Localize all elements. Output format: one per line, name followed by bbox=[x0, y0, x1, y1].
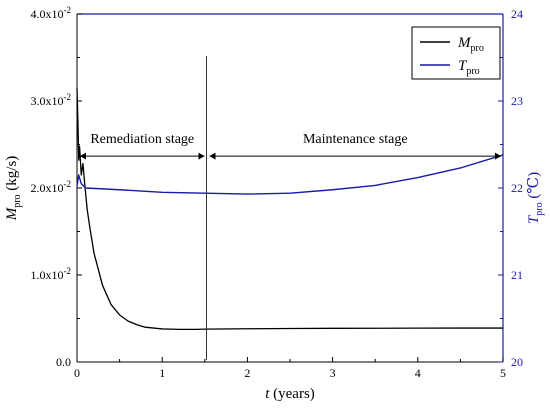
arrow-head bbox=[80, 152, 86, 160]
x-tick-label: 5 bbox=[500, 366, 506, 380]
arrow-head bbox=[198, 152, 205, 160]
maintenance-annotation: Maintenance stage bbox=[209, 132, 501, 160]
x-tick-label: 0 bbox=[74, 366, 80, 380]
legend-label: Tpro bbox=[458, 58, 480, 77]
x-tick-label: 2 bbox=[244, 366, 250, 380]
x-tick-label: 4 bbox=[415, 366, 421, 380]
annotation-label: Maintenance stage bbox=[303, 132, 408, 147]
legend-label: Mpro bbox=[457, 35, 484, 54]
y-left-axis-title: Mpro (kg/s) bbox=[4, 156, 23, 222]
y-right-tick-label: 23 bbox=[511, 94, 523, 108]
legend-box bbox=[411, 26, 501, 80]
annotation-label: Remediation stage bbox=[90, 132, 194, 147]
series-layer bbox=[76, 87, 504, 331]
x-tick-label: 3 bbox=[330, 366, 336, 380]
y-left-tick-label: 4.0x10-2 bbox=[31, 5, 72, 21]
y-right-tick-label: 21 bbox=[511, 268, 523, 282]
y-left-tick-label: 0.0 bbox=[56, 355, 71, 369]
arrow-head bbox=[495, 152, 501, 160]
x-tick-label: 1 bbox=[159, 366, 165, 380]
series-line-t-pro bbox=[76, 154, 504, 195]
arrow-head bbox=[209, 152, 216, 160]
annotation-layer: Remediation stage Maintenance stage bbox=[80, 56, 501, 360]
y-left-tick-label: 2.0x10-2 bbox=[31, 179, 72, 195]
y-right-tick-label: 22 bbox=[511, 181, 523, 195]
y-left-tick-label: 1.0x10-2 bbox=[31, 266, 72, 282]
y-left-tick-label: 3.0x10-2 bbox=[31, 92, 72, 108]
axes-layer: 0 1 2 3 4 50.01.0x10-22.0x10-23.0x10-24.0x10-… bbox=[4, 5, 545, 402]
x-axis-title: t (years) bbox=[265, 386, 315, 402]
y-right-tick-label: 20 bbox=[511, 355, 523, 369]
remediation-annotation: Remediation stage bbox=[80, 132, 205, 160]
legend: Mpro Tpro bbox=[411, 26, 501, 80]
y-right-tick-label: 24 bbox=[511, 7, 523, 21]
series-line-m-pro bbox=[76, 87, 503, 331]
y-right-axis-title: Tpro (℃) bbox=[526, 172, 545, 224]
